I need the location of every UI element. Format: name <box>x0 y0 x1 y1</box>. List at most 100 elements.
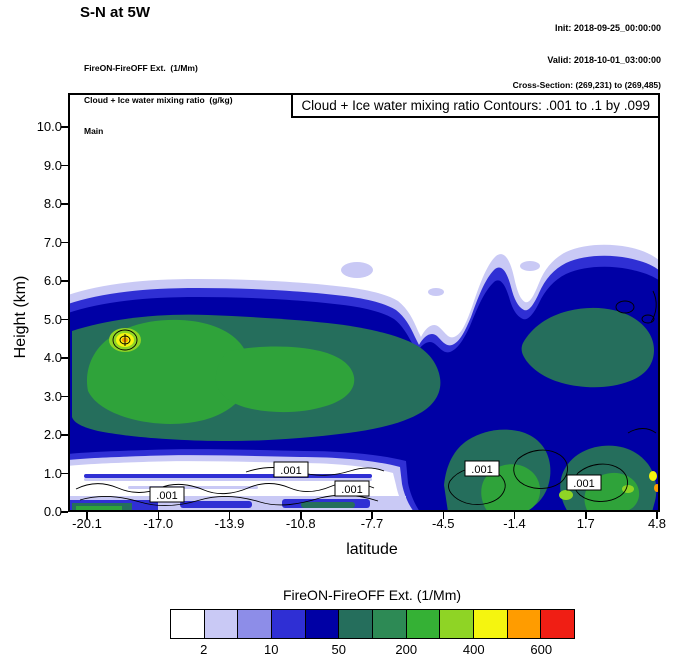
cloud-contour-line <box>513 449 568 489</box>
colorbar-cell <box>271 609 306 639</box>
colorbar-cell <box>338 609 374 639</box>
run-times: Init: 2018-09-25_00:00:00 Valid: 2018-10… <box>547 2 661 86</box>
colorbar-cell <box>439 609 475 639</box>
x-tick-label: -1.4 <box>503 516 526 531</box>
contour-field-area: .001 .001 .001 .001 .001 <box>68 93 660 512</box>
x-tick-label: -10.8 <box>285 516 316 531</box>
y-tick-mark <box>61 434 68 436</box>
y-tick-mark <box>61 472 68 475</box>
contour-label-box <box>149 486 185 503</box>
contour-fill-region <box>215 346 355 413</box>
x-tick-mark <box>442 512 444 519</box>
colorbar-cell <box>203 609 239 639</box>
valid-time: Valid: 2018-10-01_03:00:00 <box>547 54 661 65</box>
cloud-contour-line <box>112 329 138 351</box>
x-tick-label: -17.0 <box>143 516 174 531</box>
colorbar-cell <box>405 609 441 639</box>
x-tick-label: -20.1 <box>72 516 102 531</box>
contour-label-text: .001 <box>280 465 301 477</box>
contour-fill-region <box>654 484 660 492</box>
contour-label-box <box>566 474 602 491</box>
cloud-contour-line <box>650 290 657 323</box>
contour-label-box <box>273 461 309 478</box>
x-tick-mark <box>228 512 231 519</box>
contour-info-box: Cloud + Ice water mixing ratio Contours:… <box>291 93 660 118</box>
y-tick-mark <box>61 241 68 244</box>
contour-fill-region <box>520 261 540 271</box>
colorbar-tick-label: 10 <box>264 642 279 657</box>
y-tick-label: 9.0 <box>43 157 62 173</box>
cloud-contour-line <box>79 494 379 507</box>
contour-label-text: .001 <box>156 490 177 502</box>
x-tick-mark <box>157 512 159 519</box>
y-tick-label: 3.0 <box>43 388 62 404</box>
x-tick-mark <box>300 512 302 519</box>
contour-field-svg: .001 .001 .001 .001 .001 <box>68 244 660 512</box>
contour-label-box <box>464 460 500 477</box>
contour-fill-region <box>341 262 373 278</box>
y-tick-label: 8.0 <box>43 196 62 211</box>
y-tick-mark <box>61 280 68 282</box>
y-tick-mark <box>61 203 68 205</box>
colorbar-cell <box>304 609 340 639</box>
y-tick-label: 6.0 <box>43 273 62 288</box>
contour-fill-region <box>521 307 654 388</box>
x-tick-mark <box>656 512 658 519</box>
contour-fill-region <box>301 502 355 508</box>
legend-line-grid: Main <box>84 126 104 136</box>
colorbar-tick-label: 50 <box>331 642 346 657</box>
colorbar-tick-label: 400 <box>462 642 485 657</box>
y-tick-label: 5.0 <box>43 311 62 327</box>
init-time: Init: 2018-09-25_00:00:00 <box>554 23 661 33</box>
y-tick-label: 10.0 <box>36 119 62 134</box>
x-tick-label: -4.5 <box>432 516 455 531</box>
cloud-contour-line <box>75 481 375 495</box>
cloud-contour-line <box>615 300 635 314</box>
colorbar-cell <box>372 609 407 639</box>
y-tick-mark <box>61 357 68 359</box>
x-tick-label: -7.7 <box>360 516 384 531</box>
legend-line-fill: FireON-FireOFF Ext. (1/Mm) <box>84 63 198 73</box>
colorbar-cell <box>473 609 508 639</box>
contour-fill-region <box>649 471 657 481</box>
contour-label-text: .001 <box>573 478 594 490</box>
variable-legend: FireON-FireOFF Ext. (1/Mm) Cloud + Ice w… <box>84 42 233 158</box>
y-tick-label: 0.0 <box>43 504 62 519</box>
contour-fill-region <box>76 506 122 512</box>
cloud-contour-line <box>627 428 657 434</box>
x-tick-label: 4.8 <box>647 516 667 531</box>
contour-fill-region <box>84 478 372 481</box>
cross-section-label: Cross-Section: (269,231) to (269,485) <box>512 80 661 90</box>
x-tick-mark <box>86 512 88 519</box>
y-tick-label: 7.0 <box>43 234 62 250</box>
cloud-contour-line <box>245 467 385 476</box>
legend-line-contour: Cloud + Ice water mixing ratio (g/kg) <box>84 94 233 105</box>
colorbar-tick-label: 600 <box>530 642 553 657</box>
page-title: S-N at 5W <box>80 4 151 21</box>
contour-fill-region <box>428 288 444 296</box>
colorbar-title: FireON-FireOFF Ext. (1/Mm) <box>282 587 462 603</box>
colorbar-cell <box>506 609 542 639</box>
x-tick-label: -13.9 <box>214 516 245 531</box>
cloud-contour-line <box>641 314 655 324</box>
colorbar-cell <box>170 609 205 639</box>
y-tick-label: 1.0 <box>43 465 62 481</box>
x-tick-label: 1.7 <box>576 516 595 531</box>
y-tick-label: 2.0 <box>43 427 62 442</box>
contour-label-text: .001 <box>341 484 362 496</box>
contour-fill-region <box>84 474 372 478</box>
y-axis-title: Height (km) <box>12 275 29 359</box>
y-tick-mark <box>61 511 68 513</box>
contour-label-text: .001 <box>471 464 492 476</box>
colorbar-tick-label: 2 <box>200 642 208 657</box>
cloud-contour-line <box>119 335 131 345</box>
colorbar <box>170 609 576 639</box>
contour-fill-region <box>559 490 573 500</box>
contour-label-box <box>334 480 370 497</box>
x-tick-mark <box>585 512 587 519</box>
colorbar-tick-label: 200 <box>395 642 418 657</box>
y-tick-label: 4.0 <box>43 350 62 365</box>
contour-fill-region <box>180 501 252 508</box>
y-tick-mark <box>61 318 68 321</box>
